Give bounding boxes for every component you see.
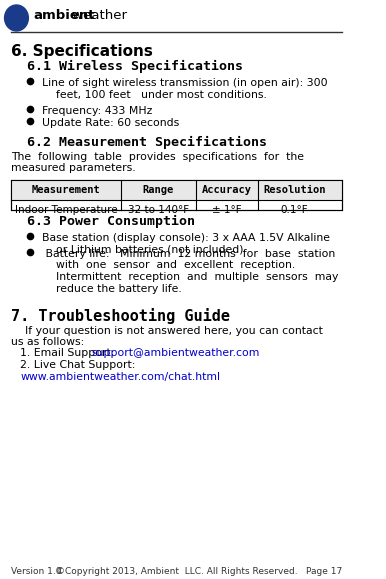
Text: Version 1.0: Version 1.0 — [11, 567, 61, 577]
Text: 0.1°F: 0.1°F — [281, 205, 308, 215]
Text: 32 to 140°F: 32 to 140°F — [128, 205, 189, 215]
Text: 1. Email Support:: 1. Email Support: — [20, 347, 118, 358]
Text: If your question is not answered here, you can contact
us as follows:: If your question is not answered here, y… — [11, 326, 323, 347]
FancyBboxPatch shape — [11, 180, 342, 210]
Text: Line of sight wireless transmission (in open air): 300
    feet, 100 feet   unde: Line of sight wireless transmission (in … — [42, 78, 328, 100]
Text: 6.1 Wireless Specifications: 6.1 Wireless Specifications — [27, 60, 244, 73]
Text: ± 1°F: ± 1°F — [212, 205, 242, 215]
Text: Frequency: 433 MHz: Frequency: 433 MHz — [42, 106, 152, 116]
Circle shape — [5, 5, 28, 31]
Text: 2. Live Chat Support:: 2. Live Chat Support: — [20, 360, 135, 369]
Text: Base station (display console): 3 x AAA 1.5V Alkaline
    or Lithium batteries (: Base station (display console): 3 x AAA … — [42, 233, 330, 254]
Text: 6.3 Power Consumption: 6.3 Power Consumption — [27, 215, 195, 228]
Text: The  following  table  provides  specifications  for  the
measured parameters.: The following table provides specificati… — [11, 152, 304, 174]
Text: Page 17: Page 17 — [306, 567, 342, 577]
Text: 6.2 Measurement Specifications: 6.2 Measurement Specifications — [27, 136, 267, 149]
Text: Update Rate: 60 seconds: Update Rate: 60 seconds — [42, 118, 179, 128]
Text: Battery life:   Minimum  12 months  for  base  station
    with  one  sensor  an: Battery life: Minimum 12 months for base… — [42, 249, 339, 294]
Text: Range: Range — [143, 185, 174, 195]
Text: weather: weather — [68, 9, 127, 23]
Text: ambient: ambient — [33, 9, 95, 23]
Text: 6. Specifications: 6. Specifications — [11, 44, 153, 59]
Text: 7. Troubleshooting Guide: 7. Troubleshooting Guide — [11, 307, 230, 324]
Text: Resolution: Resolution — [263, 185, 326, 195]
Text: Measurement: Measurement — [32, 185, 100, 195]
Text: support@ambientweather.com: support@ambientweather.com — [92, 347, 260, 358]
Text: www.ambientweather.com/chat.html: www.ambientweather.com/chat.html — [20, 372, 220, 382]
FancyBboxPatch shape — [11, 180, 342, 200]
Text: Accuracy: Accuracy — [202, 185, 252, 195]
Text: ©Copyright 2013, Ambient  LLC. All Rights Reserved.: ©Copyright 2013, Ambient LLC. All Rights… — [56, 567, 297, 577]
Text: Indoor Temperature: Indoor Temperature — [15, 205, 117, 215]
